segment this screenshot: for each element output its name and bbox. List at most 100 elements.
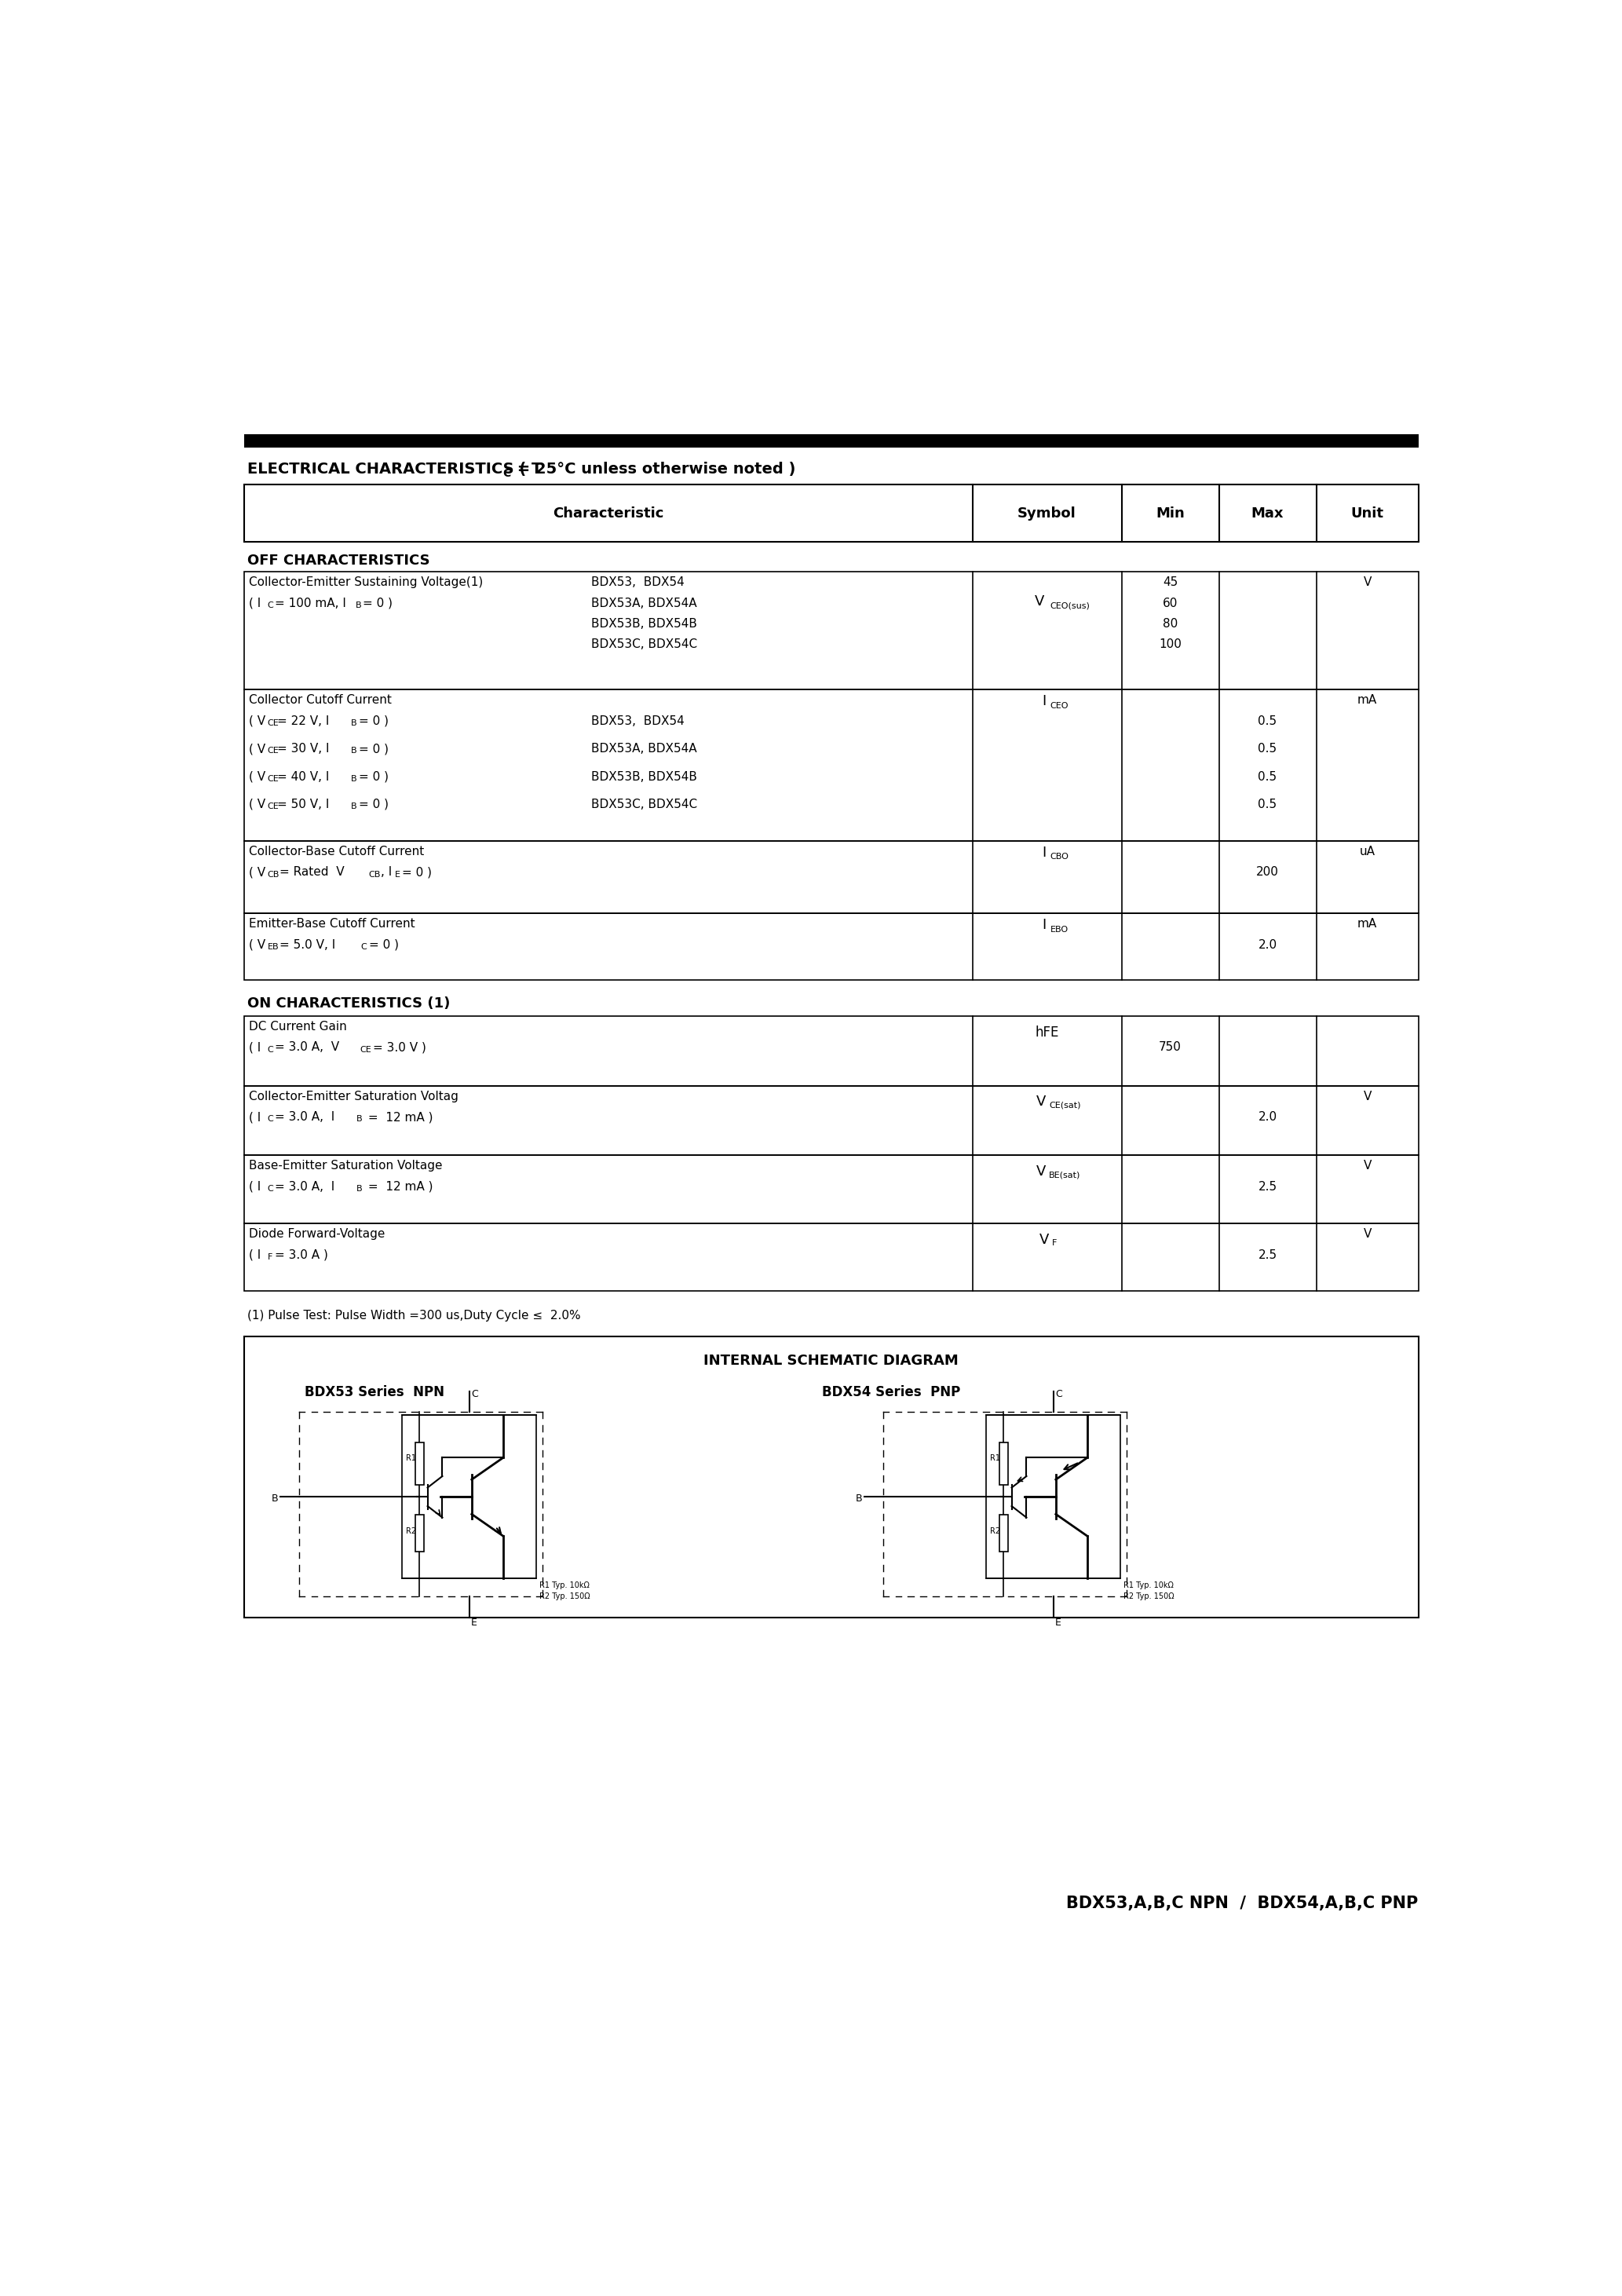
- Text: C: C: [268, 1045, 274, 1054]
- Bar: [245, 572, 1418, 689]
- Text: BDX53,  BDX54: BDX53, BDX54: [590, 576, 684, 588]
- Text: R1 Typ. 10kΩ: R1 Typ. 10kΩ: [1124, 1582, 1173, 1589]
- Text: B: B: [352, 776, 357, 783]
- Text: = 3.0 V ): = 3.0 V ): [373, 1042, 427, 1054]
- Text: = 0 ): = 0 ): [402, 866, 431, 877]
- Text: BDX53,A,B,C NPN  /  BDX54,A,B,C PNP: BDX53,A,B,C NPN / BDX54,A,B,C PNP: [1067, 1896, 1418, 1913]
- Text: = 5.0 V, I: = 5.0 V, I: [279, 939, 336, 951]
- Text: CE: CE: [268, 719, 279, 728]
- Text: CE: CE: [268, 746, 279, 755]
- Text: I: I: [1041, 845, 1046, 859]
- Text: BDX54 Series  PNP: BDX54 Series PNP: [822, 1384, 960, 1398]
- Text: 2.0: 2.0: [1259, 939, 1277, 951]
- Text: , I: , I: [381, 866, 393, 877]
- Text: BDX53B, BDX54B: BDX53B, BDX54B: [590, 618, 697, 629]
- Text: BDX53C, BDX54C: BDX53C, BDX54C: [590, 638, 697, 650]
- Bar: [245, 484, 1418, 542]
- Text: 0.5: 0.5: [1259, 799, 1277, 810]
- Text: C: C: [362, 944, 367, 951]
- Text: = Rated  V: = Rated V: [279, 866, 344, 877]
- Text: V: V: [1362, 1091, 1371, 1102]
- Text: ( I: ( I: [250, 1111, 261, 1123]
- Text: 45: 45: [1163, 576, 1178, 588]
- Text: DC Current Gain: DC Current Gain: [250, 1022, 347, 1033]
- Text: V: V: [1036, 1164, 1046, 1178]
- Text: ( V: ( V: [250, 799, 266, 810]
- Text: BDX53A, BDX54A: BDX53A, BDX54A: [590, 744, 696, 755]
- Text: CBO: CBO: [1049, 852, 1069, 861]
- Text: V: V: [1040, 1233, 1049, 1247]
- Text: ( V: ( V: [250, 866, 266, 877]
- Text: B: B: [355, 602, 362, 608]
- Text: ( I: ( I: [250, 597, 261, 608]
- Text: E: E: [470, 1619, 477, 1628]
- Text: ( I: ( I: [250, 1180, 261, 1192]
- Text: = 3.0 A,  I: = 3.0 A, I: [274, 1180, 334, 1192]
- Text: C: C: [470, 1389, 478, 1401]
- Text: CEO(sus): CEO(sus): [1049, 602, 1090, 611]
- Text: Emitter-Base Cutoff Current: Emitter-Base Cutoff Current: [250, 918, 415, 930]
- Text: =  12 mA ): = 12 mA ): [363, 1180, 433, 1192]
- Bar: [999, 1442, 1007, 1486]
- Text: = 25°C unless otherwise noted ): = 25°C unless otherwise noted ): [513, 461, 795, 478]
- Text: 0.5: 0.5: [1259, 714, 1277, 728]
- Text: ( V: ( V: [250, 744, 266, 755]
- Text: 0.5: 0.5: [1259, 771, 1277, 783]
- Text: B: B: [357, 1116, 363, 1123]
- Text: 100: 100: [1158, 638, 1181, 650]
- Text: = 0 ): = 0 ): [358, 744, 388, 755]
- Text: (1) Pulse Test: Pulse Width =300 us,Duty Cycle ≤  2.0%: (1) Pulse Test: Pulse Width =300 us,Duty…: [247, 1309, 581, 1320]
- Text: Unit: Unit: [1351, 507, 1384, 521]
- Text: C: C: [268, 1185, 274, 1192]
- Text: I: I: [1041, 918, 1046, 932]
- Text: ( V: ( V: [250, 939, 266, 951]
- Text: EBO: EBO: [1049, 925, 1069, 934]
- Text: E: E: [396, 870, 401, 879]
- Text: 2.5: 2.5: [1259, 1249, 1277, 1261]
- Text: CE(sat): CE(sat): [1049, 1102, 1080, 1109]
- Text: R1: R1: [406, 1456, 417, 1463]
- Text: ( I: ( I: [250, 1249, 261, 1261]
- Text: 200: 200: [1255, 866, 1278, 877]
- Text: EB: EB: [268, 944, 279, 951]
- Text: V: V: [1362, 1228, 1371, 1240]
- Text: 80: 80: [1163, 618, 1178, 629]
- Text: V: V: [1035, 595, 1045, 608]
- Text: INTERNAL SCHEMATIC DIAGRAM: INTERNAL SCHEMATIC DIAGRAM: [704, 1355, 959, 1368]
- Bar: [245, 689, 1418, 840]
- Text: = 50 V, I: = 50 V, I: [277, 799, 329, 810]
- Text: = 0 ): = 0 ): [358, 771, 388, 783]
- Text: uA: uA: [1359, 845, 1375, 856]
- Text: R2 Typ. 150Ω: R2 Typ. 150Ω: [539, 1593, 590, 1600]
- Text: C: C: [503, 468, 511, 480]
- Text: ( V: ( V: [250, 714, 266, 728]
- Text: C: C: [268, 602, 274, 608]
- Text: BE(sat): BE(sat): [1049, 1171, 1080, 1178]
- Text: V: V: [1362, 576, 1371, 588]
- Text: = 3.0 A ): = 3.0 A ): [274, 1249, 328, 1261]
- Text: Base-Emitter Saturation Voltage: Base-Emitter Saturation Voltage: [250, 1159, 443, 1171]
- Text: Collector-Emitter Sustaining Voltage(1): Collector-Emitter Sustaining Voltage(1): [250, 576, 483, 588]
- Text: V: V: [1362, 1159, 1371, 1171]
- Text: BDX53B, BDX54B: BDX53B, BDX54B: [590, 771, 697, 783]
- Bar: [415, 1515, 423, 1552]
- Text: BDX53C, BDX54C: BDX53C, BDX54C: [590, 799, 697, 810]
- Text: R1: R1: [989, 1456, 1001, 1463]
- Text: 750: 750: [1158, 1042, 1181, 1054]
- Text: ( V: ( V: [250, 771, 266, 783]
- Bar: [999, 1515, 1007, 1552]
- Text: BDX53,  BDX54: BDX53, BDX54: [590, 714, 684, 728]
- Text: = 0 ): = 0 ): [368, 939, 399, 951]
- Text: Min: Min: [1156, 507, 1184, 521]
- Bar: [245, 1224, 1418, 1290]
- Text: CE: CE: [268, 804, 279, 810]
- Text: CEO: CEO: [1049, 703, 1069, 709]
- Text: F: F: [268, 1254, 272, 1261]
- Bar: [245, 840, 1418, 914]
- Text: R2: R2: [406, 1527, 417, 1536]
- Text: = 0 ): = 0 ): [363, 597, 393, 608]
- Text: B: B: [352, 746, 357, 755]
- Text: CB: CB: [268, 870, 279, 879]
- Bar: [402, 1414, 537, 1577]
- Text: CE: CE: [360, 1045, 371, 1054]
